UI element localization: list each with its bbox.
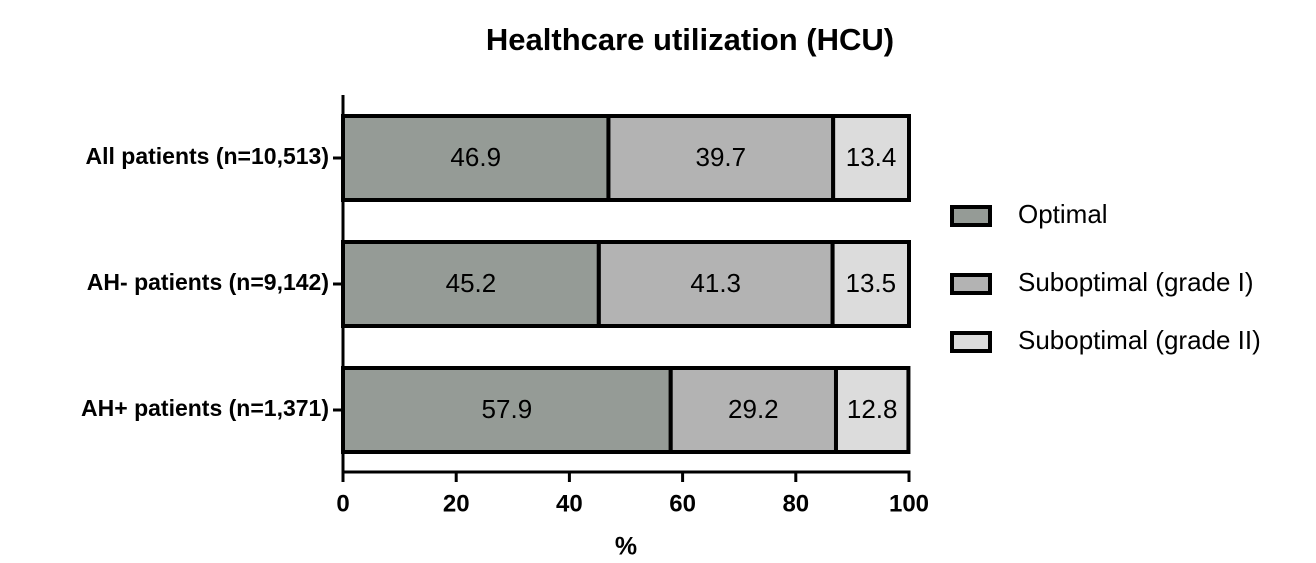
y-tick-label: All patients (n=10,513) (86, 143, 330, 169)
chart-title: Healthcare utilization (HCU) (486, 22, 894, 57)
bar-segment (833, 366, 911, 454)
data-label: 57.9 (482, 394, 533, 424)
x-tick-label: 80 (782, 490, 809, 517)
bar-segment (606, 114, 836, 202)
bar-segment (831, 114, 912, 202)
bar-segment (341, 240, 601, 328)
legend-swatch (950, 205, 992, 227)
data-label: 13.5 (845, 268, 896, 298)
legend-label: Optimal (1018, 199, 1108, 229)
bar-segment (830, 240, 912, 328)
bar-segment (341, 366, 673, 454)
x-tick-label: 60 (669, 490, 696, 517)
x-tick-label: 20 (443, 490, 470, 517)
data-label: 39.7 (696, 142, 747, 172)
x-tick-label: 40 (556, 490, 583, 517)
legend-label: Suboptimal (grade II) (1018, 325, 1261, 355)
data-label: 12.8 (847, 394, 898, 424)
data-label: 45.2 (446, 268, 497, 298)
data-label: 29.2 (728, 394, 779, 424)
x-axis-label: % (615, 533, 637, 561)
x-tick-label: 100 (889, 490, 929, 517)
bar-segment (596, 240, 835, 328)
legend-swatch (950, 331, 992, 353)
data-label: 46.9 (450, 142, 501, 172)
legend-label: Suboptimal (grade I) (1018, 267, 1254, 297)
data-label: 13.4 (846, 142, 897, 172)
y-tick-label: AH- patients (n=9,142) (87, 269, 329, 295)
y-tick-label: AH+ patients (n=1,371) (81, 395, 329, 421)
x-tick-label: 0 (336, 490, 349, 517)
legend-swatch (950, 273, 992, 295)
data-label: 41.3 (690, 268, 741, 298)
